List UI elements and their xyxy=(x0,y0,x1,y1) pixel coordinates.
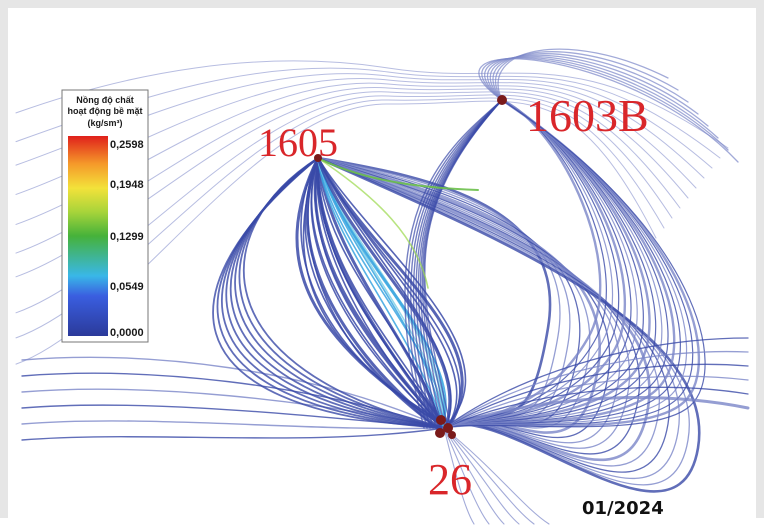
legend-title-line-2: hoạt động bề mặt xyxy=(68,106,143,116)
well-label-1605: 1605 xyxy=(258,120,338,165)
streamline xyxy=(410,99,503,429)
streamline xyxy=(404,99,503,429)
streamline xyxy=(489,54,699,115)
streamline xyxy=(21,420,445,430)
streamline xyxy=(316,156,651,462)
streamline xyxy=(486,55,709,127)
streamline xyxy=(412,99,503,429)
streamline xyxy=(443,99,657,429)
streamline xyxy=(317,157,429,289)
streamline xyxy=(310,157,442,429)
streamline xyxy=(317,157,631,449)
streamline xyxy=(317,157,479,191)
well-markers xyxy=(314,95,507,439)
streamline xyxy=(495,51,679,101)
streamline xyxy=(442,396,750,430)
streamline xyxy=(317,157,467,429)
streamline xyxy=(443,99,663,429)
streamline xyxy=(443,99,638,429)
streamline xyxy=(443,375,749,429)
streamline xyxy=(443,99,681,429)
streamline xyxy=(442,98,701,430)
streamline-map: 1603B 1605 26 Nồng độ chất hoạt động bề … xyxy=(15,48,750,525)
streamline xyxy=(481,57,729,151)
streamline xyxy=(443,99,614,429)
legend-title-line-1: Nồng độ chất xyxy=(76,95,134,105)
legend-tick-4: 0,0549 xyxy=(110,281,144,293)
streamline xyxy=(443,99,632,429)
legend-title-line-3: (kg/sm³) xyxy=(87,118,122,128)
streamline xyxy=(442,98,651,430)
streamline xyxy=(443,99,620,429)
streamline xyxy=(317,157,680,480)
streamline xyxy=(15,60,729,149)
legend-tick-max: 0,2598 xyxy=(110,139,144,151)
well-marker-1605 xyxy=(314,154,322,162)
streamline xyxy=(316,156,701,493)
streamline xyxy=(478,58,739,163)
streamline xyxy=(443,337,749,429)
streamline xyxy=(442,98,676,430)
well-label-1603b: 1603B xyxy=(526,90,649,141)
streamline xyxy=(317,157,661,467)
streamline xyxy=(443,350,749,429)
legend-tick-2: 0,1948 xyxy=(110,179,144,191)
streamline xyxy=(424,99,503,429)
streamline xyxy=(317,157,621,444)
well-marker-26 xyxy=(435,415,456,439)
date-stamp: 01/2024 xyxy=(582,498,664,519)
streamline xyxy=(21,356,445,429)
streamline xyxy=(317,157,671,473)
streamline xyxy=(497,48,669,101)
legend-color-bar xyxy=(68,136,108,336)
streamline xyxy=(443,386,749,429)
streamline xyxy=(21,427,445,441)
streamline xyxy=(317,157,452,429)
streamline xyxy=(443,99,607,429)
streamline xyxy=(442,98,627,430)
legend-tick-3: 0,1299 xyxy=(110,231,144,243)
streamline xyxy=(317,157,611,439)
streamline xyxy=(443,99,688,429)
legend-tick-min: 0,0000 xyxy=(110,327,144,339)
streamline xyxy=(492,53,689,103)
streamline xyxy=(212,157,445,429)
streamline xyxy=(443,363,749,429)
streamline xyxy=(307,157,443,432)
well-marker-1603b xyxy=(497,95,507,105)
streamline xyxy=(316,156,444,433)
well-label-26: 26 xyxy=(428,455,472,504)
color-legend: Nồng độ chất hoạt động bề mặt (kg/sm³) 0… xyxy=(61,89,149,343)
streamline xyxy=(316,156,452,433)
streamline xyxy=(317,157,446,429)
streamline xyxy=(407,99,503,429)
streamline xyxy=(484,56,719,139)
